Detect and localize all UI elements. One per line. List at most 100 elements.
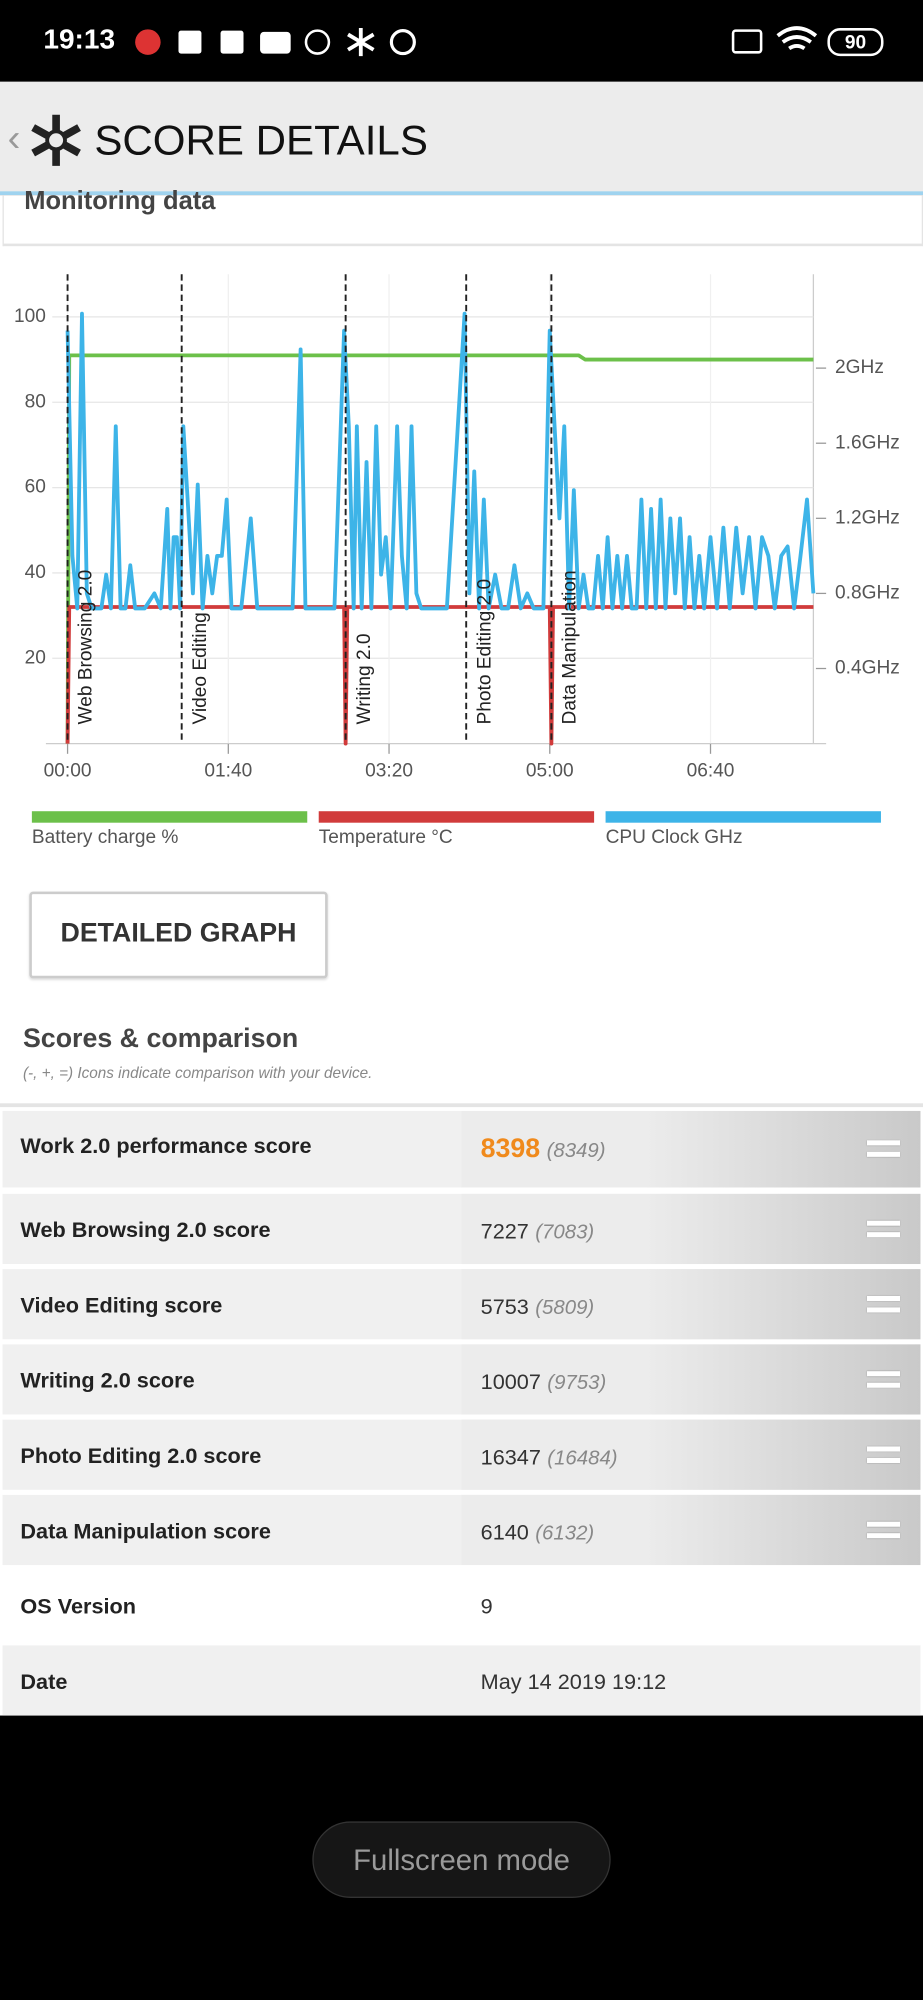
score-cell: 16347 (16484) — [461, 1419, 921, 1490]
content: Monitoring data 20 40 60 80 100 0.4GHz 0.8GHz 1… — [0, 187, 923, 1716]
app-bar: ‹ SCORE DETAILS — [0, 81, 923, 196]
icon — [731, 29, 763, 54]
legend-label: CPU Clock GHz — [606, 827, 743, 848]
icon — [178, 30, 202, 54]
legend-swatch — [318, 811, 595, 823]
score: 5753 — [480, 1294, 529, 1319]
score-cell: 10007 (9753) — [461, 1344, 921, 1415]
marker-label: Video Editing — [190, 612, 211, 724]
score: 8398 — [480, 1133, 541, 1164]
score-row: Data Manipulation score 6140 (6132) — [2, 1494, 921, 1566]
score-row: Photo Editing 2.0 score 16347 (16484) — [2, 1419, 921, 1490]
comparison-score: (6132) — [535, 1522, 595, 1545]
comparison-icon — [866, 1521, 901, 1539]
score: 16347 — [480, 1445, 541, 1470]
clock: 19:13 — [43, 22, 116, 55]
system-icons: 90 — [731, 26, 884, 57]
comparison-icon — [866, 1220, 901, 1238]
bar — [866, 1151, 901, 1157]
button-label: DETAILED GRAPH — [60, 918, 297, 948]
bar — [866, 1295, 901, 1301]
monitoring-header: Monitoring data — [2, 187, 923, 247]
bar — [866, 1140, 901, 1146]
bar — [866, 1457, 901, 1463]
score-row: Web Browsing 2.0 score 7227 (7083) — [2, 1193, 921, 1265]
marker-label: Web Browsing 2.0 — [76, 570, 97, 725]
y-tick-label: 20 — [25, 647, 46, 668]
y2-tick-label: 0.8GHz — [835, 582, 900, 603]
battery-icon — [827, 28, 884, 57]
section-title: Monitoring data — [24, 187, 216, 216]
info-label: OS Version — [20, 1594, 137, 1619]
bar — [866, 1445, 901, 1451]
comparison-icon — [866, 1445, 901, 1464]
score-value: 7227 (7083) — [481, 1219, 595, 1245]
comparison-icon — [866, 1370, 901, 1389]
section-title: Scores & comparison — [22, 1024, 299, 1054]
section-note: (-, +, =) Icons indicate comparison with… — [22, 1063, 373, 1082]
logo — [31, 114, 81, 166]
monitoring-chart: 20 40 60 80 100 0.4GHz 0.8GHz 1.2GHz 1.6GHz 2GHz 0… — [14, 274, 900, 848]
score-label: Data Manipulation score — [20, 1519, 271, 1544]
score: 10007 — [480, 1369, 541, 1395]
score-label: Work 2.0 performance score — [20, 1133, 312, 1159]
battery-level: 90 — [845, 32, 866, 53]
comparison-icon — [866, 1295, 901, 1313]
info-row: Date May 14 2019 19:12 — [2, 1645, 921, 1716]
fullscreen-button[interactable]: Fullscreen mode — [312, 1821, 611, 1898]
score-row: Video Editing score 5753 (5809) — [2, 1269, 921, 1340]
comparison-icon — [866, 1140, 901, 1158]
x-tick-label: 00:00 — [44, 761, 92, 782]
bar — [866, 1306, 901, 1312]
score-cell: 7227 (7083) — [461, 1193, 921, 1265]
score-cell: 6140 (6132) — [461, 1494, 921, 1566]
bar — [866, 1231, 901, 1237]
comparison-score: (7083) — [535, 1221, 595, 1244]
data-line — [65, 605, 814, 746]
legend-label: Battery charge % — [32, 827, 179, 848]
detailed-graph-button[interactable]: DETAILED GRAPH — [29, 891, 328, 979]
bar — [866, 1382, 901, 1388]
score-label: Video Editing score — [20, 1293, 223, 1318]
divider — [0, 1103, 923, 1108]
y-tick-label: 60 — [25, 477, 46, 498]
back-button[interactable]: ‹ — [7, 117, 21, 160]
score: 6140 — [480, 1520, 529, 1545]
info-row: OS Version 9 — [2, 1570, 921, 1641]
score-label: Writing 2.0 score — [20, 1368, 195, 1393]
score-value: 6140 (6132) — [481, 1520, 595, 1546]
y-tick-label: 100 — [14, 306, 46, 327]
comparison-score: (16484) — [547, 1447, 618, 1470]
bar — [866, 1220, 901, 1226]
score-value: 5753 (5809) — [481, 1295, 595, 1321]
y-tick-label: 80 — [25, 391, 46, 412]
legend-swatch — [31, 811, 308, 823]
comparison-score: (9753) — [547, 1372, 607, 1395]
y-tick-label: 40 — [25, 562, 46, 583]
x-tick-label: 01:40 — [204, 761, 252, 782]
comparison-score: (5809) — [535, 1297, 595, 1319]
icon — [304, 29, 331, 55]
info-value: 9 — [480, 1594, 493, 1619]
icon — [220, 30, 244, 54]
bar — [866, 1521, 901, 1527]
legend-label: Temperature °C — [319, 827, 453, 848]
wifi-icon — [776, 26, 818, 51]
y2-tick-label: 1.2GHz — [835, 507, 900, 528]
score-label: Web Browsing 2.0 score — [20, 1218, 271, 1243]
screen-title: SCORE DETAILS — [94, 116, 428, 164]
score-value: 16347 (16484) — [481, 1445, 618, 1471]
data-line — [65, 311, 816, 611]
score-value: 8398 (8349) — [481, 1134, 606, 1165]
score-value: 10007 (9753) — [481, 1370, 607, 1396]
score-label: Photo Editing 2.0 score — [20, 1443, 262, 1469]
icon — [135, 29, 161, 55]
legend-swatch — [605, 811, 881, 823]
button-label: Fullscreen mode — [353, 1843, 570, 1877]
marker-label: Writing 2.0 — [354, 633, 375, 724]
bar — [866, 1370, 901, 1376]
status-bar: 19:13 90 — [0, 0, 923, 82]
marker-label: Photo Editing 2.0 — [474, 579, 495, 725]
